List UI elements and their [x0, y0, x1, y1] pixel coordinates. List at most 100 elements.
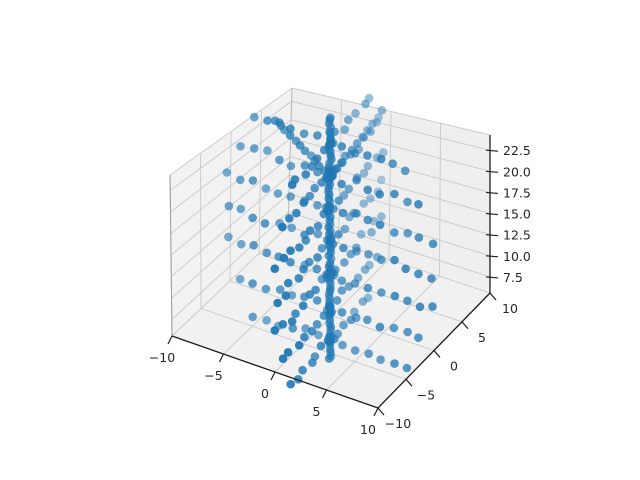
scatter-point [377, 288, 386, 297]
scatter-point [377, 255, 386, 264]
scatter-point [390, 255, 399, 265]
x-tick-label: −5 [204, 368, 222, 383]
scatter-point [262, 248, 272, 258]
edge-left-top [169, 87, 293, 176]
scatter-point [361, 99, 370, 109]
grid-right-z [288, 211, 491, 278]
scatter-point [313, 131, 322, 140]
scatter-point [235, 274, 245, 284]
edge-left-vertical [169, 174, 173, 337]
scatter-point [236, 175, 245, 185]
scatter-point [224, 232, 233, 242]
scatter-point [360, 265, 370, 274]
scatter-point [337, 179, 346, 189]
scatter-point [324, 251, 334, 260]
scatter-point [334, 196, 344, 205]
scatter-point [339, 320, 348, 330]
y-tick-label: −5 [417, 387, 435, 402]
scatter-point [390, 189, 399, 199]
scatter-point [337, 308, 347, 317]
scatter-point [237, 239, 246, 249]
scatter-point [340, 125, 350, 134]
scatter-point [427, 274, 436, 283]
scatter-point [344, 184, 354, 194]
scatter-point [358, 297, 368, 306]
scatter-point [249, 144, 259, 153]
scatter-point [403, 228, 413, 238]
scatter-point [350, 149, 360, 158]
scatter-point [326, 284, 335, 293]
grid-right-z [289, 156, 491, 215]
grid-right-z [291, 100, 491, 151]
scatter-point [312, 154, 322, 163]
y-tick [489, 292, 497, 301]
scatter-point [316, 341, 326, 351]
scatter-point [352, 247, 361, 256]
scatter-point [375, 322, 385, 332]
scatter-point [307, 162, 317, 171]
scatter-point [286, 246, 295, 255]
scatter-point [287, 317, 297, 326]
scatter-point [292, 208, 301, 218]
scatter-point [273, 298, 282, 308]
scatter-point [338, 340, 347, 350]
scatter-point [326, 113, 335, 122]
scatter-point [286, 257, 295, 267]
y-tick [405, 378, 413, 387]
scatter-point [273, 189, 283, 198]
scatter-point [428, 239, 438, 249]
scatter-point [322, 235, 332, 245]
scatter-point [414, 233, 424, 242]
scatter-point [300, 161, 310, 170]
scatter-point [352, 313, 361, 323]
scatter-point [261, 284, 271, 294]
scatter-point [379, 148, 388, 157]
scatter-point [325, 319, 335, 329]
scatter-point [317, 274, 327, 284]
scatter-point [401, 264, 411, 274]
scatter-point [295, 243, 304, 252]
scatter-point [414, 269, 423, 279]
scatter-point [325, 219, 335, 229]
scatter-point [327, 307, 337, 317]
grid-left-z [170, 174, 290, 277]
scatter-point [279, 253, 289, 263]
y-tick [433, 350, 441, 358]
scatter-point [286, 192, 295, 201]
scatter-point [326, 151, 336, 161]
scatter-point [366, 194, 375, 203]
scatter-point [283, 348, 293, 357]
scatter-point [278, 320, 288, 329]
scatter-point [275, 285, 285, 294]
scatter-point [359, 168, 369, 178]
z-tick-label: 17.5 [503, 185, 531, 200]
scatter-point [374, 113, 383, 122]
z-tick [485, 170, 499, 173]
scatter-point [314, 330, 323, 340]
scatter-point [326, 351, 336, 361]
grid-right-z [288, 193, 491, 257]
grid-left-z [171, 211, 289, 320]
scatter-point [375, 220, 385, 230]
scatter-point [305, 226, 315, 235]
scatter-point [307, 326, 317, 336]
scatter-point [317, 178, 327, 187]
scatter-point [287, 180, 297, 189]
y-tick-label: 5 [478, 330, 486, 345]
scatter-point [390, 228, 399, 237]
y-tick-label: 10 [502, 301, 518, 316]
scatter-point [375, 190, 385, 199]
scatter-point [301, 236, 311, 245]
scatter-point [352, 209, 361, 218]
scatter-point [291, 309, 300, 319]
scatter-point [305, 257, 314, 267]
scatter-point [390, 359, 399, 368]
scatter-point [363, 185, 373, 195]
scatter-point [281, 291, 291, 300]
scatter-point [249, 241, 258, 250]
scatter-point [324, 269, 333, 278]
scatter-point [298, 365, 307, 375]
scatter-point [403, 327, 412, 337]
edge-right-top [291, 87, 491, 136]
scatter-point [270, 264, 280, 274]
